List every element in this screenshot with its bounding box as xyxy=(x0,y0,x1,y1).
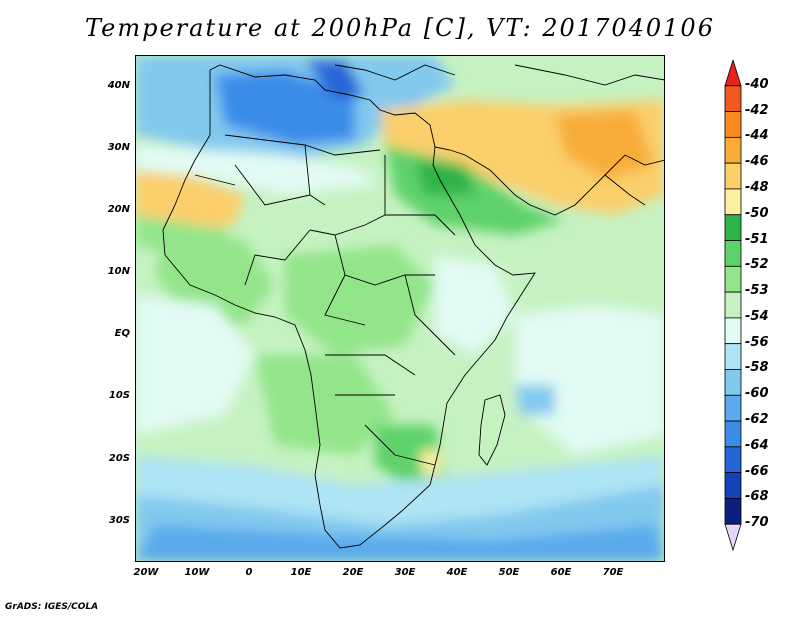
colorbar-box xyxy=(724,240,742,267)
lon-label-20w: 20W xyxy=(133,567,159,578)
colorbar-box xyxy=(724,111,742,138)
colorbar-box xyxy=(724,85,742,112)
field-north-band xyxy=(135,145,375,195)
colorbar-box xyxy=(724,136,742,164)
colorbar-box xyxy=(724,369,742,396)
colorbar-level-label: -53 xyxy=(745,283,769,299)
colorbar-level-label: -52 xyxy=(745,257,769,273)
lat-label-40n: 40N xyxy=(107,80,130,91)
map-frame xyxy=(135,55,665,562)
lon-label-20e: 20E xyxy=(342,567,364,578)
colorbar-box xyxy=(724,498,742,525)
colorbar-level-label: -68 xyxy=(745,489,769,505)
lat-label-20n: 20N xyxy=(107,204,130,215)
field-north-core xyxy=(215,70,355,145)
asia-coastline xyxy=(514,64,665,86)
lon-label-50e: 50E xyxy=(498,567,520,578)
colorbar-level-label: -42 xyxy=(745,102,769,118)
colorbar-level-label: -48 xyxy=(745,179,769,195)
lat-label-10s: 10S xyxy=(108,390,130,401)
field-indian-spot xyxy=(515,385,555,415)
field-light-east xyxy=(435,255,515,355)
field-north-deep xyxy=(305,60,365,100)
colorbar-box xyxy=(724,162,742,190)
colorbar-box xyxy=(724,265,742,293)
colorbar-level-label: -46 xyxy=(745,154,769,170)
india-coastline xyxy=(604,154,665,176)
colorbar-level-label: -40 xyxy=(745,76,769,92)
colorbar-level-label: -70 xyxy=(745,515,769,531)
lon-label-30e: 30E xyxy=(394,567,416,578)
field-light-atlantic xyxy=(135,295,255,435)
lat-label-eq: EQ xyxy=(114,328,130,339)
coastline-layer xyxy=(162,64,665,549)
colorbar-level-label: -56 xyxy=(745,334,769,350)
colorbar-level-label: -54 xyxy=(745,308,769,324)
colorbar-top-arrow xyxy=(724,60,742,87)
map-plot xyxy=(135,55,665,562)
map-title: Temperature at 200hPa [C], VT: 201704010… xyxy=(85,14,715,42)
field-warm-east-core xyxy=(555,110,655,180)
field-warm-spot xyxy=(420,450,440,475)
colorbar-box xyxy=(724,472,742,499)
lon-label-10e: 10E xyxy=(290,567,312,578)
colorbar-level-label: -51 xyxy=(745,231,769,247)
arabia-coastline xyxy=(434,146,646,216)
colorbar-level-label: -60 xyxy=(745,386,769,402)
colorbar-box xyxy=(724,188,742,216)
field-south-coldest xyxy=(135,525,665,562)
lon-label-0: 0 xyxy=(245,567,253,578)
colorbar-box xyxy=(724,394,742,422)
colorbar-level-label: -58 xyxy=(745,360,769,376)
lat-label-30s: 30S xyxy=(108,515,130,526)
colorbar-box xyxy=(724,291,742,319)
field-dark-green xyxy=(415,160,475,195)
field-green-south xyxy=(255,355,395,455)
colorbar-box xyxy=(724,317,742,345)
colorbar xyxy=(724,60,742,552)
colorbar-level-label: -66 xyxy=(745,463,769,479)
colorbar-box xyxy=(724,420,742,448)
colorbar-level-label: -44 xyxy=(745,128,769,144)
colorbar-box xyxy=(724,214,742,241)
field-green-central xyxy=(285,245,435,355)
lon-label-10w: 10W xyxy=(184,567,210,578)
field-warm-west xyxy=(135,170,245,230)
lon-label-60e: 60E xyxy=(550,567,572,578)
grads-credit: GrADS: IGES/COLA xyxy=(5,602,99,612)
lon-label-40e: 40E xyxy=(446,567,468,578)
colorbar-box xyxy=(724,446,742,474)
lat-label-30n: 30N xyxy=(107,142,130,153)
europe-coastline xyxy=(334,64,456,81)
field-light-indian xyxy=(515,305,665,455)
country-borders xyxy=(194,134,456,466)
lat-label-20s: 20S xyxy=(108,453,130,464)
colorbar-level-label: -62 xyxy=(745,412,769,428)
colorbar-level-label: -50 xyxy=(745,205,769,221)
colorbar-box xyxy=(724,343,742,370)
lat-label-10n: 10N xyxy=(107,266,130,277)
madagascar-outline xyxy=(478,394,506,466)
colorbar-level-label: -64 xyxy=(745,437,769,453)
colorbar-bottom-arrow xyxy=(724,523,742,552)
lon-label-70e: 70E xyxy=(602,567,624,578)
